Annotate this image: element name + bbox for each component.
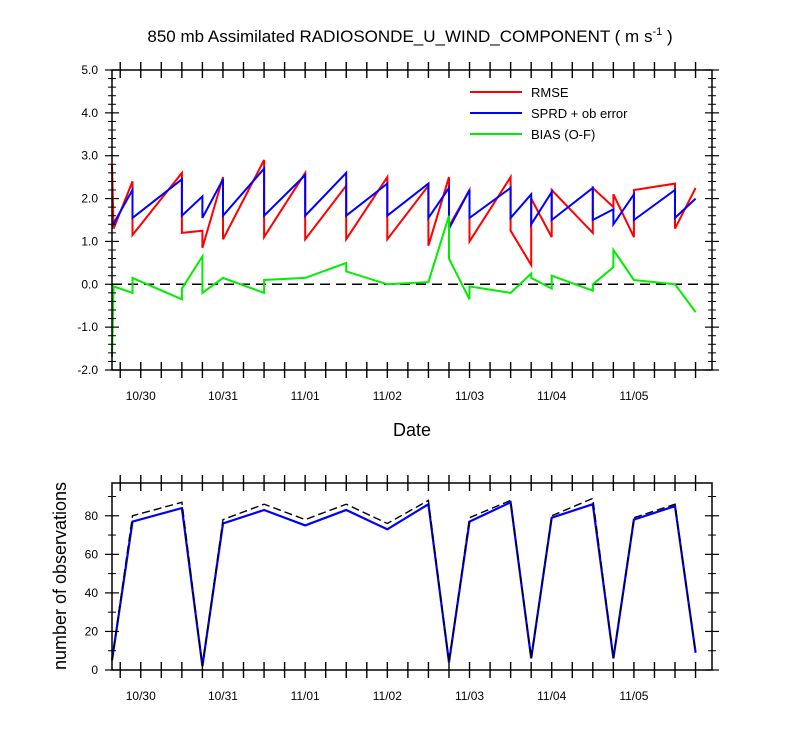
legend: RMSE SPRD + ob error BIAS (O-F) bbox=[470, 85, 628, 142]
legend-label: RMSE bbox=[531, 85, 569, 100]
y-tick-label: 80 bbox=[85, 509, 99, 523]
y-tick-label: 60 bbox=[85, 547, 99, 561]
y-tick-label: -1.0 bbox=[77, 320, 98, 334]
bias-series-line bbox=[111, 215, 697, 358]
y-tick-label: 20 bbox=[85, 624, 99, 638]
legend-label: BIAS (O-F) bbox=[531, 127, 595, 142]
y-tick-label: 0.0 bbox=[81, 277, 98, 291]
legend-item-sprd: SPRD + ob error bbox=[470, 106, 628, 121]
legend-item-bias: BIAS (O-F) bbox=[470, 127, 595, 142]
y-tick-label: 3.0 bbox=[81, 149, 98, 163]
y-tick-label: 40 bbox=[85, 586, 99, 600]
chart-title-main: 850 mb Assimilated RADIOSONDE_U_WIND_COM… bbox=[147, 27, 652, 46]
y-tick-label: -2.0 bbox=[77, 363, 98, 377]
chart-title-superscript: -1 bbox=[652, 26, 662, 38]
x-tick-label: 11/05 bbox=[619, 389, 648, 403]
legend-item-rmse: RMSE bbox=[470, 85, 569, 100]
top-chart-panel: -2.0 -1.0 0.0 1.0 2.0 3.0 4.0 5.0 10/30 10/31 11/0… bbox=[77, 62, 719, 440]
chart-title-end: ) bbox=[662, 27, 672, 46]
y-tick-label: 2.0 bbox=[81, 192, 98, 206]
x-tick-label: 10/31 bbox=[208, 389, 238, 403]
sprd-series-line bbox=[111, 165, 697, 230]
y-tick-label: 5.0 bbox=[81, 63, 98, 77]
x-tick-label: 11/04 bbox=[537, 389, 566, 403]
x-tick-label: 11/03 bbox=[455, 689, 484, 703]
x-tick-label: 10/31 bbox=[208, 689, 238, 703]
x-tick-label: 11/01 bbox=[291, 689, 320, 703]
x-tick-label: 11/04 bbox=[537, 689, 566, 703]
y-tick-label: 0 bbox=[91, 663, 98, 677]
x-tick-label: 11/02 bbox=[373, 689, 402, 703]
rmse-series-line bbox=[111, 159, 697, 269]
legend-label: SPRD + ob error bbox=[531, 106, 628, 121]
x-tick-label: 10/30 bbox=[126, 389, 156, 403]
top-plot-frame bbox=[111, 69, 713, 371]
x-tick-label: 11/01 bbox=[291, 389, 320, 403]
x-tick-label: 11/05 bbox=[619, 689, 648, 703]
y-tick-label: 4.0 bbox=[81, 106, 98, 120]
bottom-chart-panel: 0 20 40 60 80 10/30 10/31 11/01 11/02 11/03 11/04 1… bbox=[50, 475, 719, 703]
x-tick-label: 10/30 bbox=[126, 689, 156, 703]
x-tick-label: 11/03 bbox=[455, 389, 484, 403]
x-tick-label: 11/02 bbox=[373, 389, 402, 403]
y-axis-label-observations: number of observations bbox=[50, 482, 70, 670]
y-tick-label: 1.0 bbox=[81, 234, 98, 248]
obs-possible-series-line bbox=[111, 497, 697, 667]
chart-title: 850 mb Assimilated RADIOSONDE_U_WIND_COM… bbox=[147, 26, 672, 46]
bottom-plot-frame bbox=[111, 482, 713, 671]
x-axis-label: Date bbox=[393, 420, 431, 440]
